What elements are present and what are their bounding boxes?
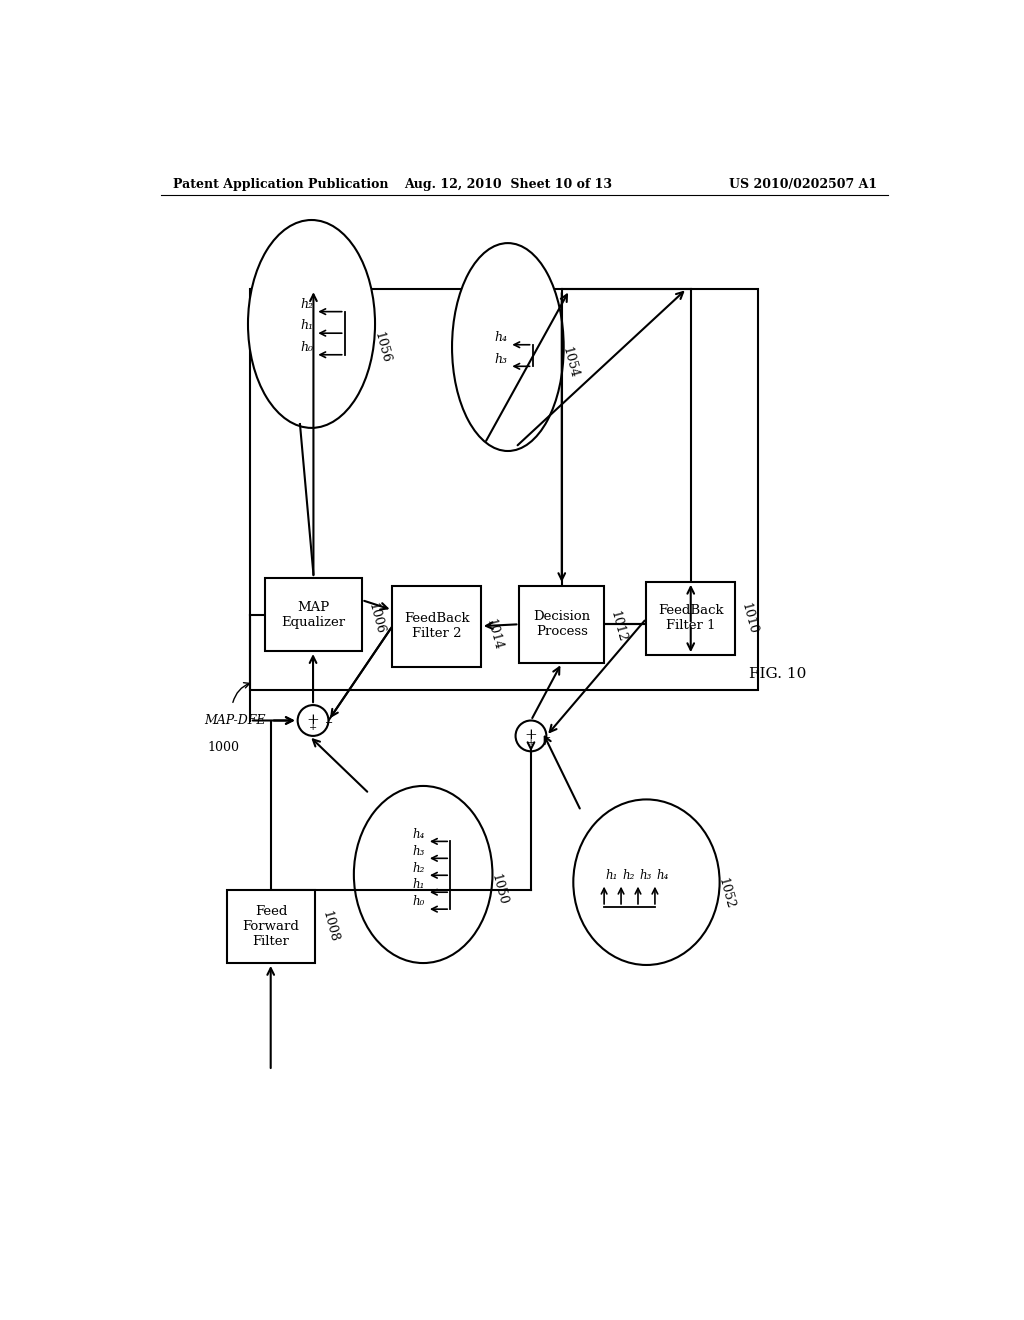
Text: h₂: h₂ [623, 869, 635, 882]
Text: h₀: h₀ [413, 895, 425, 908]
Text: MAP-DFE: MAP-DFE [204, 714, 265, 727]
Bar [250, 289, 758, 689]
Text: 1056: 1056 [371, 330, 392, 364]
Bar [226, 890, 315, 964]
Text: +: + [524, 729, 538, 742]
Text: h₁: h₁ [413, 878, 425, 891]
Text: 1014: 1014 [483, 616, 504, 651]
Ellipse shape [573, 800, 720, 965]
Text: h₀: h₀ [300, 341, 313, 354]
Text: FIG. 10: FIG. 10 [749, 668, 806, 681]
Bar [392, 586, 481, 667]
Text: h₄: h₄ [413, 828, 425, 841]
Circle shape [298, 705, 329, 737]
Text: 1012: 1012 [608, 610, 629, 644]
Text: −: − [544, 734, 551, 743]
Bar [265, 578, 361, 651]
Text: MAP
Equalizer: MAP Equalizer [282, 601, 345, 628]
Text: h₂: h₂ [413, 862, 425, 875]
Text: +: + [309, 723, 317, 733]
Bar [519, 586, 604, 663]
Bar [646, 582, 735, 655]
Text: FeedBack
Filter 1: FeedBack Filter 1 [658, 605, 724, 632]
Text: 1008: 1008 [319, 909, 340, 944]
Text: Patent Application Publication: Patent Application Publication [173, 178, 388, 190]
FancyArrowPatch shape [232, 682, 250, 702]
Ellipse shape [452, 243, 563, 451]
Text: h₃: h₃ [413, 845, 425, 858]
Text: 1000: 1000 [208, 741, 240, 754]
Text: −: − [326, 719, 334, 729]
Text: +: + [306, 713, 319, 727]
Text: 1010: 1010 [739, 602, 760, 636]
Circle shape [515, 721, 547, 751]
Ellipse shape [354, 785, 493, 964]
Text: Aug. 12, 2010  Sheet 10 of 13: Aug. 12, 2010 Sheet 10 of 13 [403, 178, 612, 190]
Ellipse shape [248, 220, 375, 428]
Text: 1052: 1052 [716, 876, 736, 911]
Text: h₃: h₃ [640, 869, 652, 882]
Text: h₂: h₂ [300, 298, 313, 312]
Text: FeedBack
Filter 2: FeedBack Filter 2 [403, 612, 469, 640]
Text: 1050: 1050 [488, 873, 509, 907]
Text: h₄: h₄ [656, 869, 669, 882]
Text: 1006: 1006 [366, 602, 386, 636]
Text: +: + [526, 738, 536, 747]
Text: Feed
Forward
Filter: Feed Forward Filter [243, 906, 300, 948]
Text: 1054: 1054 [560, 346, 581, 380]
Text: h₁: h₁ [300, 319, 313, 333]
Text: h₁: h₁ [605, 869, 618, 882]
Text: US 2010/0202507 A1: US 2010/0202507 A1 [729, 178, 878, 190]
Text: Decision
Process: Decision Process [534, 610, 590, 639]
Text: h₃: h₃ [495, 352, 507, 366]
Text: h₄: h₄ [495, 331, 507, 345]
